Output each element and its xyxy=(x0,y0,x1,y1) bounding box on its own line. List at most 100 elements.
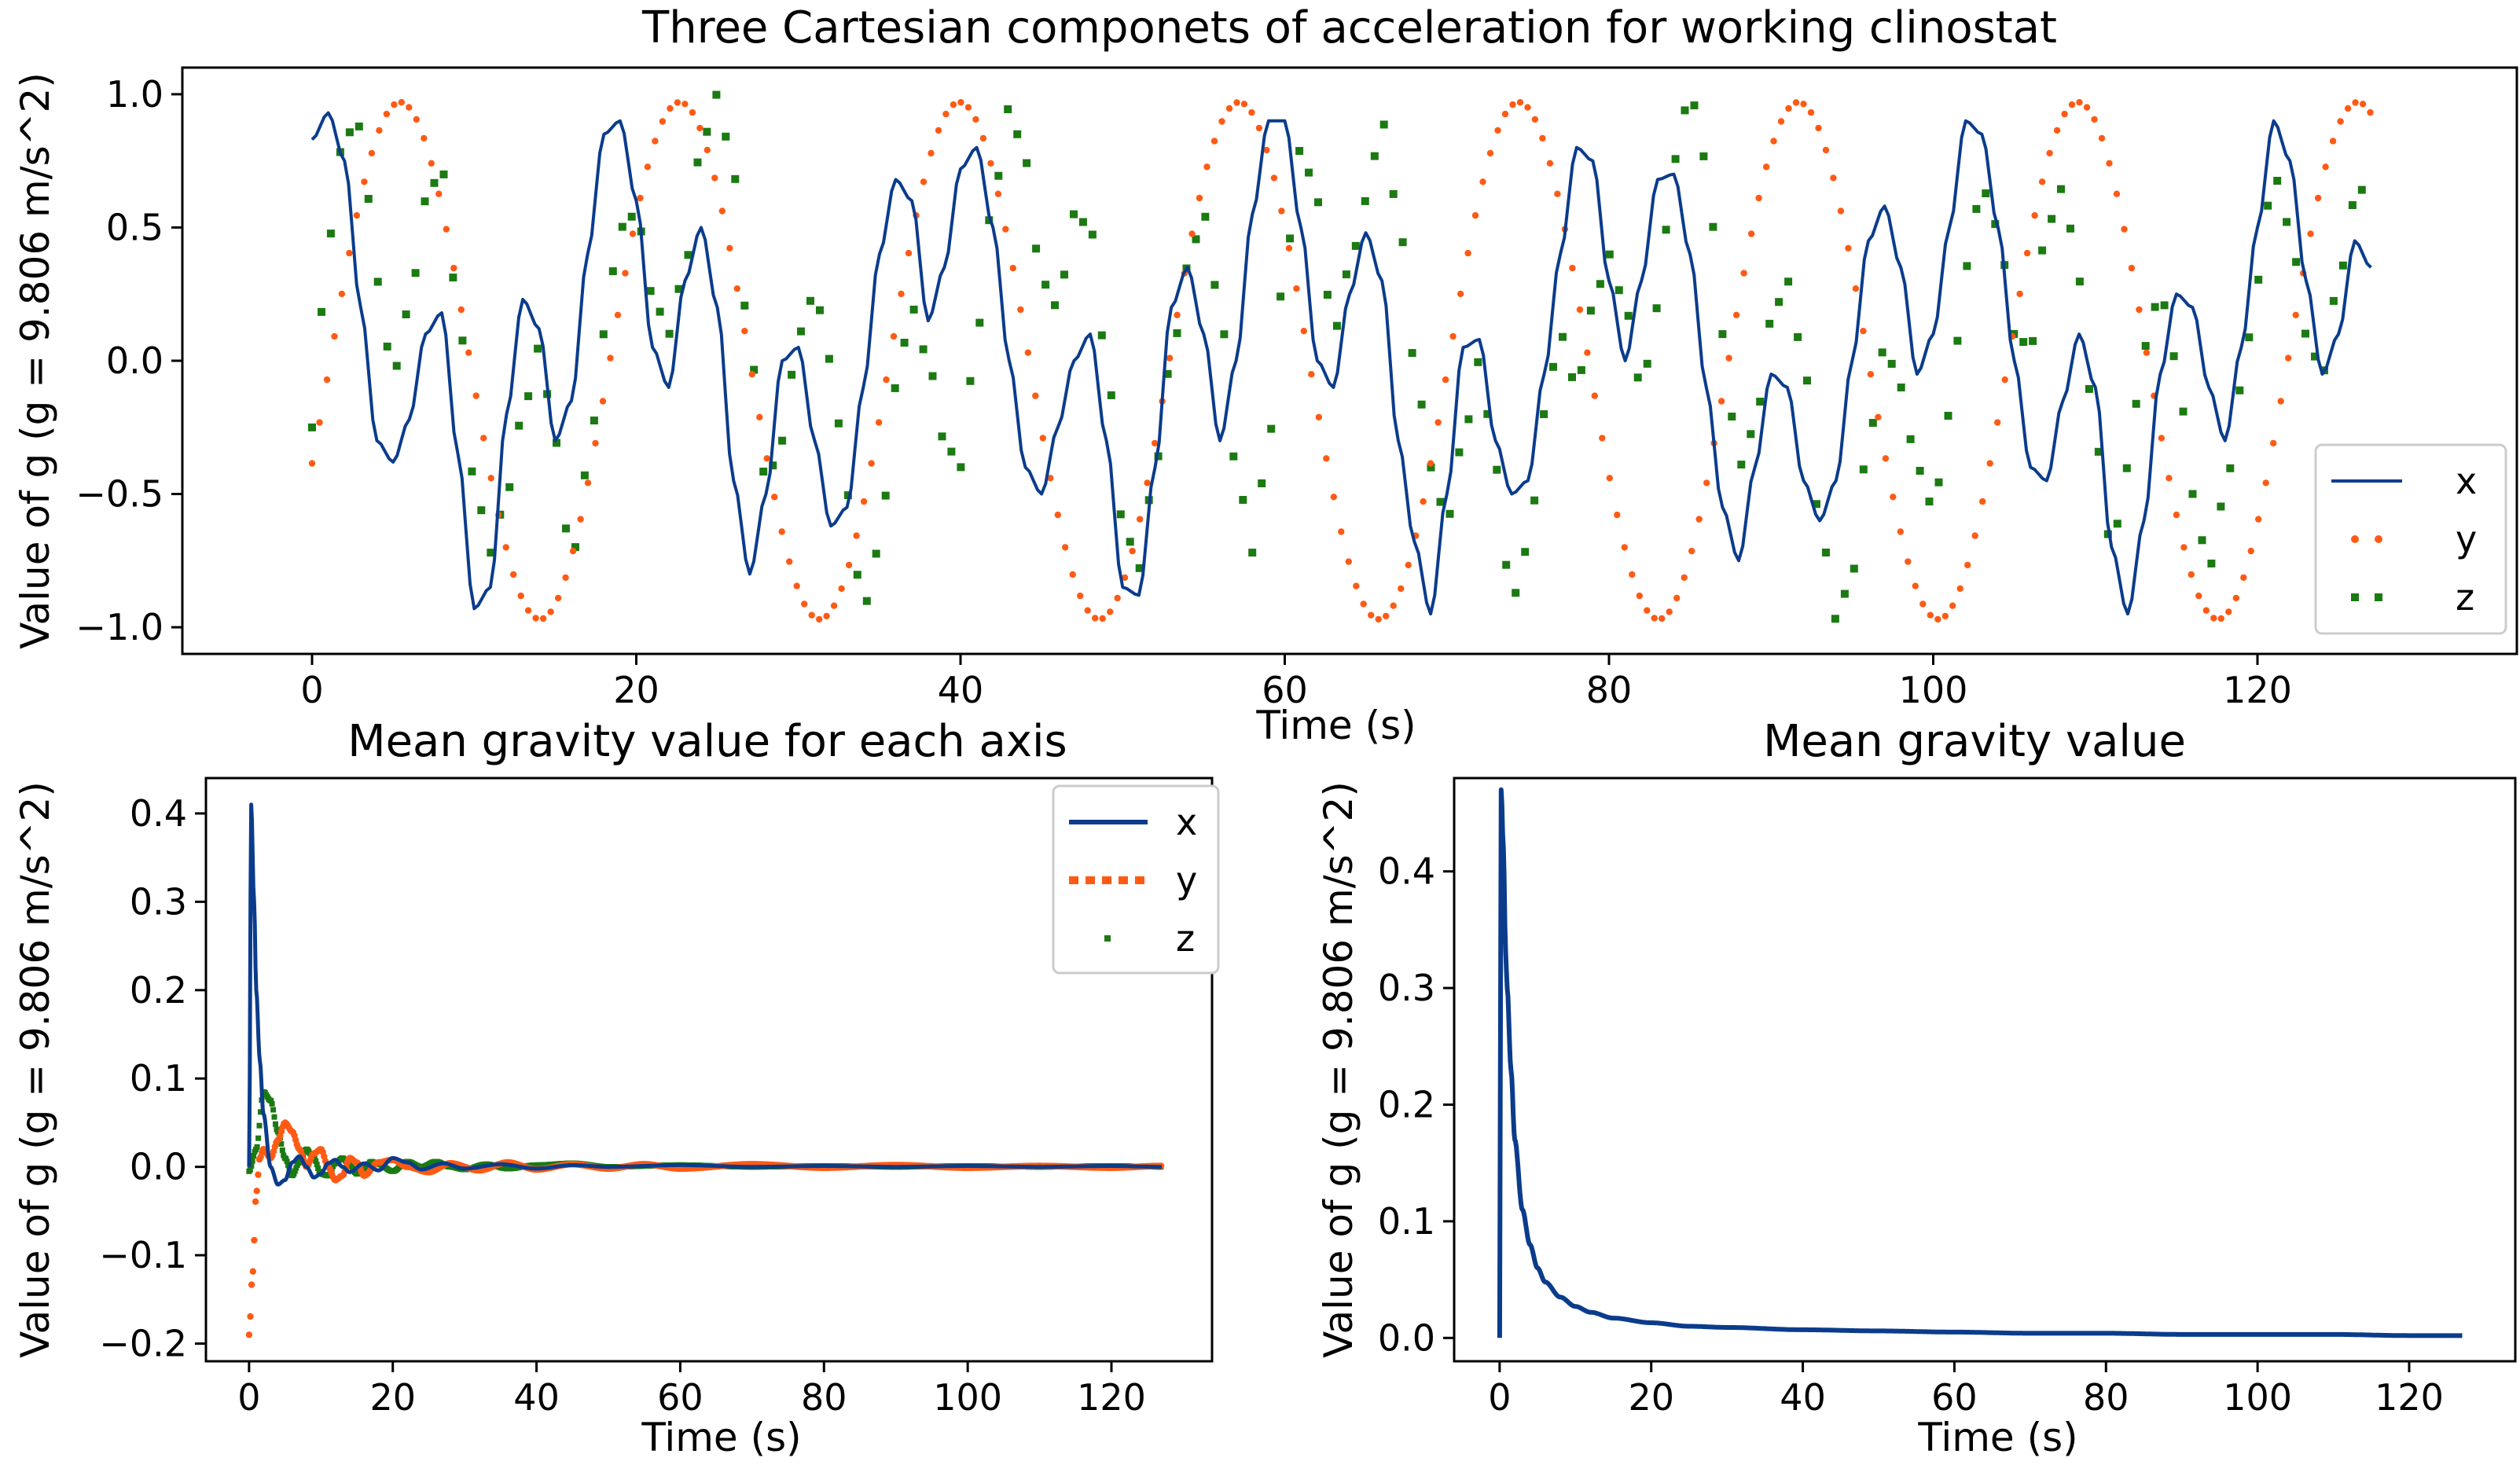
top-series-y-point xyxy=(778,528,785,535)
top-series-y-point xyxy=(674,99,681,106)
top-series-z-point xyxy=(2217,502,2225,511)
top-series-y-point xyxy=(1614,511,1621,519)
top-series-z-point xyxy=(2357,185,2366,194)
top-series-z-point xyxy=(947,447,956,456)
bl-legend-y-label: y xyxy=(1176,859,1197,901)
bottom-left-x-axis-label: Time (s) xyxy=(641,1415,801,1460)
top-series-z-point xyxy=(449,274,457,282)
top-series-y-point xyxy=(987,160,994,167)
top-series-y-point xyxy=(592,439,599,447)
top-series-z-point xyxy=(1925,498,1934,506)
top-series-z-point xyxy=(722,132,730,141)
top-series-y-point xyxy=(838,585,845,593)
top-series-z-point xyxy=(608,267,617,276)
bottom-right-chart-title: Mean gravity value xyxy=(1763,716,2186,767)
bottom-left-plot-frame xyxy=(204,777,1214,1363)
top-series-z-point xyxy=(1794,332,1802,341)
top-series-z-point xyxy=(994,171,1003,180)
top-series-y-point xyxy=(2307,230,2314,237)
top-x-tick-label: 0 xyxy=(300,669,323,711)
top-series-z-point xyxy=(2132,399,2140,408)
top-series-y-point xyxy=(1830,174,1837,182)
top-series-y-point xyxy=(1860,328,1867,335)
top-series-y-point xyxy=(2352,99,2359,106)
top-series-y-point xyxy=(629,230,637,237)
top-series-y-point xyxy=(2001,376,2008,384)
top-series-y-point xyxy=(2031,211,2038,219)
top-series-y-point xyxy=(480,435,487,442)
top-series-y-point xyxy=(1949,602,1956,609)
top-series-y-point xyxy=(2314,194,2322,202)
top-series-z-point xyxy=(1013,130,1022,138)
top-series-y-point xyxy=(457,306,465,314)
top-series-y-point xyxy=(1591,392,1599,399)
top-series-y-point xyxy=(1651,615,1658,622)
bl-series-y-point xyxy=(248,1281,255,1288)
bl-series-z-point xyxy=(273,1121,278,1127)
top-series-y-point xyxy=(1717,398,1725,405)
top-series-z-point xyxy=(1220,330,1229,339)
top-series-y-point xyxy=(622,270,629,277)
top-series-y-point xyxy=(562,574,569,582)
top-series-z-point xyxy=(1408,349,1416,358)
top-series-z-point xyxy=(1379,120,1388,129)
top-series-y-point xyxy=(502,544,509,551)
top-series-z-point xyxy=(1032,244,1041,253)
top-series-z-point xyxy=(1323,291,1332,299)
bl-series-z-point xyxy=(315,1166,321,1171)
top-series-z-point xyxy=(599,330,608,339)
top-series-y-point xyxy=(1852,285,1860,292)
top-series-y-point xyxy=(875,419,883,426)
top-series-y-point xyxy=(1971,532,1978,539)
top-series-y-point xyxy=(1263,146,1270,154)
top-series-y-point xyxy=(801,600,808,608)
top-series-z-point xyxy=(966,376,975,385)
top-series-z-point xyxy=(975,318,984,327)
top-series-y-point xyxy=(421,134,428,142)
bl-series-z-point xyxy=(292,1168,298,1174)
top-series-y-point xyxy=(1069,571,1076,578)
top-series-z-point xyxy=(487,549,495,557)
top-series-y-point xyxy=(1240,101,1248,108)
bl-series-z-point xyxy=(285,1162,292,1169)
top-series-z-point xyxy=(1803,376,1811,385)
top-series-y-point xyxy=(2173,511,2180,519)
top-series-y-point xyxy=(1524,104,1531,111)
bl-x-tick-label: 40 xyxy=(513,1376,560,1419)
top-series-z-point xyxy=(1286,234,1295,243)
top-series-z-point xyxy=(1878,348,1886,357)
bl-series-y-point xyxy=(245,1331,253,1338)
top-series-z-point xyxy=(1051,301,1059,310)
bottom-right-y-axis-label: Value of g (g = 9.806 m/s^2) xyxy=(1316,781,1361,1358)
top-series-y-point xyxy=(1360,600,1367,608)
top-series-y-point xyxy=(353,211,361,219)
top-series-y-point xyxy=(1099,615,1106,622)
top-series-z-point xyxy=(1652,304,1661,313)
top-series-y-points xyxy=(308,99,2374,623)
bl-y-tick-label: 0.1 xyxy=(130,1057,187,1100)
top-series-z-point xyxy=(1474,358,1482,366)
top-series-z-point xyxy=(2122,464,2131,472)
top-series-y-point xyxy=(1077,592,1084,600)
bl-series-y-point xyxy=(247,1313,254,1320)
top-series-y-point xyxy=(1368,611,1375,619)
top-series-y-point xyxy=(1494,127,1501,134)
top-series-y-point xyxy=(599,398,607,405)
top-series-z-point xyxy=(1370,152,1379,160)
top-series-y-point xyxy=(2016,290,2023,298)
top-series-z-point xyxy=(354,122,363,130)
top-series-z-point xyxy=(1530,496,1539,505)
top-series-y-point xyxy=(1129,547,1136,555)
top-series-y-point xyxy=(1330,494,1338,501)
top-series-y-point xyxy=(2232,594,2239,602)
top-series-y-point xyxy=(928,149,935,157)
top-series-y-point xyxy=(2023,249,2031,257)
top-series-y-point xyxy=(637,194,644,202)
bl-y-tick-label: −0.2 xyxy=(99,1323,187,1365)
top-series-y-point xyxy=(1024,349,1032,356)
top-y-ticks: 1.0 0.5 0.0 −0.5 −1.0 xyxy=(75,73,182,648)
top-series-z-point xyxy=(326,229,335,238)
bl-x-tick-label: 120 xyxy=(1077,1376,1146,1419)
top-series-y-point xyxy=(1464,249,1471,257)
